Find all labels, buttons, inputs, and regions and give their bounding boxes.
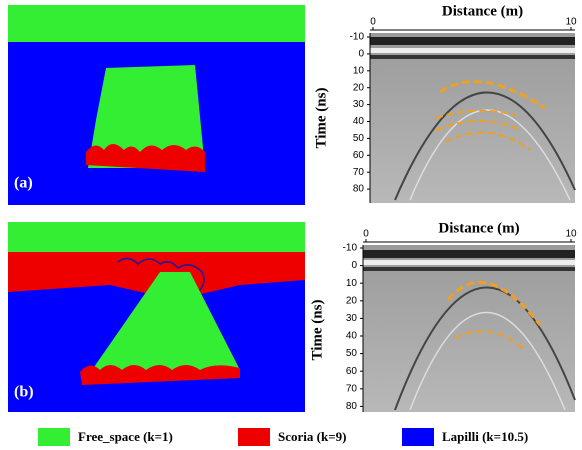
radargram-b xyxy=(362,241,576,412)
y-tick-label: 70 xyxy=(353,167,365,178)
y-tick-label: 0 xyxy=(358,49,364,60)
model-b: (b) xyxy=(8,222,305,412)
y-tick-label: 60 xyxy=(346,366,358,377)
x-tick-label: 0 xyxy=(363,229,369,240)
x-axis-title: Distance (m) xyxy=(438,220,519,236)
radargram-a xyxy=(369,29,576,203)
y-tick-label: 10 xyxy=(346,278,358,289)
y-tick-label: 60 xyxy=(353,150,365,161)
x-tick-label: 0 xyxy=(370,17,376,28)
legend-entry: Scoria (k=9) xyxy=(278,429,346,444)
axes: Distance (m) Time (ns) 0 10 -10 0 10 20 30 40 50 60… xyxy=(309,3,577,412)
panel-label: (b) xyxy=(14,384,34,401)
y-tick-label: -10 xyxy=(343,243,358,254)
legend-entry: Free_space (k=1) xyxy=(78,429,173,444)
y-tick-label: 80 xyxy=(346,401,358,412)
y-axis-title: Time (ns) xyxy=(309,300,325,361)
legend-entry: Lapilli (k=10.5) xyxy=(442,429,528,444)
y-tick-label: 50 xyxy=(353,133,365,144)
y-axis-title: Time (ns) xyxy=(313,88,329,149)
y-tick-label: 80 xyxy=(353,184,365,195)
y-tick-label: 10 xyxy=(353,65,365,76)
y-tick-label: 30 xyxy=(353,99,365,110)
y-tick-label: 40 xyxy=(346,331,358,342)
y-tick-label: -10 xyxy=(350,32,365,43)
y-tick-label: 70 xyxy=(346,383,358,394)
panel-label: (a) xyxy=(14,175,33,192)
x-axis-title: Distance (m) xyxy=(442,3,523,19)
y-tick-label: 20 xyxy=(346,295,358,306)
y-tick-label: 30 xyxy=(346,313,358,324)
legend: Free_space (k=1) Scoria (k=9) Lapilli (k… xyxy=(38,428,528,446)
x-tick-label: 10 xyxy=(565,229,577,240)
y-tick-label: 40 xyxy=(353,116,365,127)
x-tick-label: 10 xyxy=(565,17,577,28)
y-tick-label: 50 xyxy=(346,348,358,359)
y-tick-label: 20 xyxy=(353,82,365,93)
model-a: (a) xyxy=(8,5,305,205)
y-tick-label: 0 xyxy=(351,260,357,271)
